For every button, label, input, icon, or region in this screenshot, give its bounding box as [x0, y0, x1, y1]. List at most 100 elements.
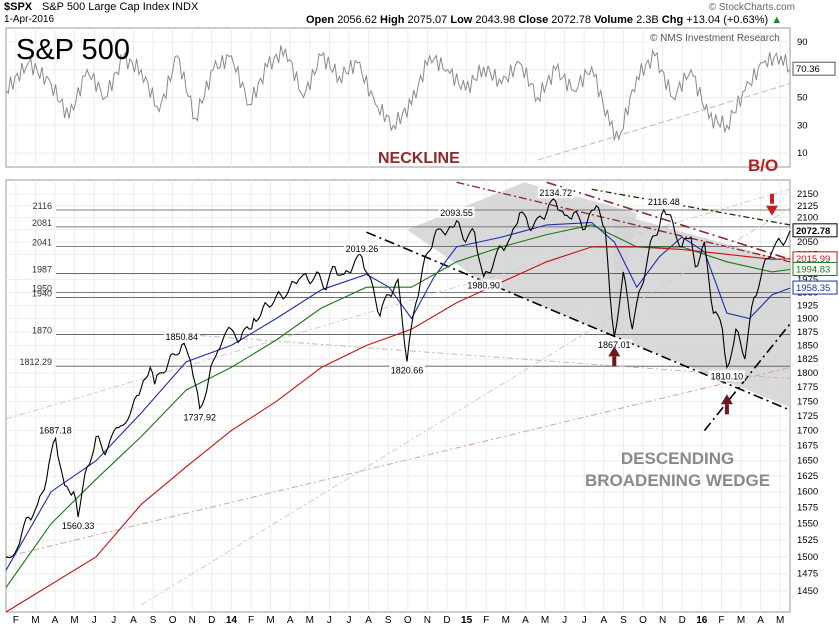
y-tick-label: 2125 — [797, 201, 818, 212]
x-tick-label: F — [13, 615, 19, 626]
last-value-label: 1994.83 — [796, 264, 830, 275]
x-tick-label: M — [266, 615, 274, 626]
price-label-bg — [596, 339, 633, 351]
x-tick-label: S — [620, 615, 627, 626]
price-label: 1810.10 — [711, 371, 744, 381]
y-tick-label: 2150 — [797, 189, 818, 200]
indicator-line — [5, 45, 791, 141]
pivot-arrow-icon — [724, 404, 729, 415]
x-tick-label: N — [659, 615, 666, 626]
price-line — [5, 198, 791, 559]
price-label: 1850.84 — [165, 332, 198, 342]
x-tick-label: M — [70, 615, 78, 626]
price-label-bg — [708, 370, 745, 382]
indicator-value-box — [792, 61, 836, 76]
support-label: 1987 — [32, 264, 52, 274]
x-tick-label: M — [541, 615, 549, 626]
x-tick-label: M — [502, 615, 510, 626]
x-tick-label: 16 — [696, 615, 708, 626]
price-label: 2019.26 — [346, 244, 379, 254]
price-label-bg — [465, 279, 502, 291]
exchange-label: INDX — [172, 1, 199, 13]
price-label: 1980.90 — [467, 281, 500, 291]
x-tick-label: A — [757, 615, 764, 626]
x-tick-label: J — [327, 615, 332, 626]
chg-label: Chg — [661, 14, 684, 26]
y-tick-label: 1525 — [797, 535, 818, 546]
y-tick-label: 1875 — [797, 327, 818, 338]
wedge-shade — [614, 212, 790, 408]
x-tick-label: O — [404, 615, 412, 626]
x-tick-label: J — [347, 615, 352, 626]
y-tick-label: 1700 — [797, 426, 818, 437]
last-value-label: 2015.99 — [796, 254, 830, 265]
breakout-arrow-icon — [769, 193, 774, 204]
support-label: 2041 — [32, 237, 52, 247]
pivot-arrow-icon — [612, 356, 617, 367]
support-label: 1940 — [32, 289, 52, 299]
x-tick-label: M — [776, 615, 784, 626]
resistance-line — [591, 188, 791, 226]
price-label-bg — [343, 243, 380, 255]
y-tick-label: 1775 — [797, 382, 818, 393]
support-label: 1870 — [32, 326, 52, 336]
y-tick-label: 1850 — [797, 340, 818, 351]
open-value: 2056.62 — [337, 14, 377, 26]
y-tick-label: 1450 — [797, 586, 818, 597]
price-label-bg — [60, 520, 97, 532]
chg-up-arrow-icon: ▲ — [771, 14, 783, 26]
y-tick-label: 1925 — [797, 300, 818, 311]
neckline-annotation: NECKLINE — [378, 150, 460, 167]
x-tick-label: M — [737, 615, 745, 626]
close-label: Close — [518, 14, 549, 26]
low-value: 2043.98 — [475, 14, 516, 26]
y-tick-label: 1600 — [797, 487, 818, 498]
y-tick-label: 1900 — [797, 314, 818, 325]
price-label: 1867.01 — [598, 340, 631, 350]
x-tick-label: 15 — [461, 615, 473, 626]
y-tick-label: 2100 — [797, 213, 818, 224]
x-tick-label: S — [150, 615, 157, 626]
open-label: Open — [306, 14, 335, 26]
x-tick-label: J — [582, 615, 587, 626]
close-value: 2072.78 — [551, 14, 592, 26]
price-label-bg — [537, 187, 574, 199]
x-tick-label: N — [189, 615, 196, 626]
date-label: 1-Apr-2016 — [4, 14, 55, 25]
pattern-annotation: DESCENDING BROADENING WEDGE — [585, 448, 770, 492]
price-label: 1820.66 — [391, 366, 424, 376]
breakout-arrow-icon — [765, 205, 778, 216]
volume-value: 2.3B — [636, 14, 659, 26]
stockcharts-brand: © StockCharts.com — [708, 2, 795, 13]
pivot-arrow-icon — [720, 394, 733, 405]
y-tick-label: 1575 — [797, 503, 818, 514]
price-label-bg — [645, 195, 682, 207]
y-tick-label: 2050 — [797, 237, 818, 248]
price-label: 1737.92 — [183, 412, 216, 422]
price-label: 2116.48 — [648, 197, 680, 207]
x-tick-label: F — [718, 615, 724, 626]
high-label: High — [380, 14, 405, 26]
y-tick-label: 1625 — [797, 471, 818, 482]
x-tick-label: J — [111, 615, 116, 626]
price-label: 1560.33 — [62, 521, 95, 531]
source-credit: © NMS Investment Research — [650, 33, 780, 44]
x-tick-label: D — [679, 615, 686, 626]
moving-average-line — [5, 246, 791, 613]
volume-label: Volume — [594, 14, 634, 26]
x-tick-label: F — [248, 615, 254, 626]
price-label-bg — [438, 206, 475, 218]
x-tick-label: A — [522, 615, 529, 626]
indicator-trend-line — [537, 83, 791, 161]
support-label: 2081 — [32, 218, 52, 228]
x-tick-label: O — [639, 615, 647, 626]
x-tick-label: J — [562, 615, 567, 626]
x-tick-label: N — [424, 615, 431, 626]
x-tick-label: M — [31, 615, 39, 626]
x-tick-label: A — [365, 615, 372, 626]
channel-line — [186, 334, 791, 380]
price-label: 2134.72 — [539, 188, 572, 198]
indicator-tick-label: 50 — [797, 93, 808, 104]
indicator-tick-label: 90 — [797, 37, 808, 48]
y-tick-label: 1500 — [797, 552, 818, 563]
